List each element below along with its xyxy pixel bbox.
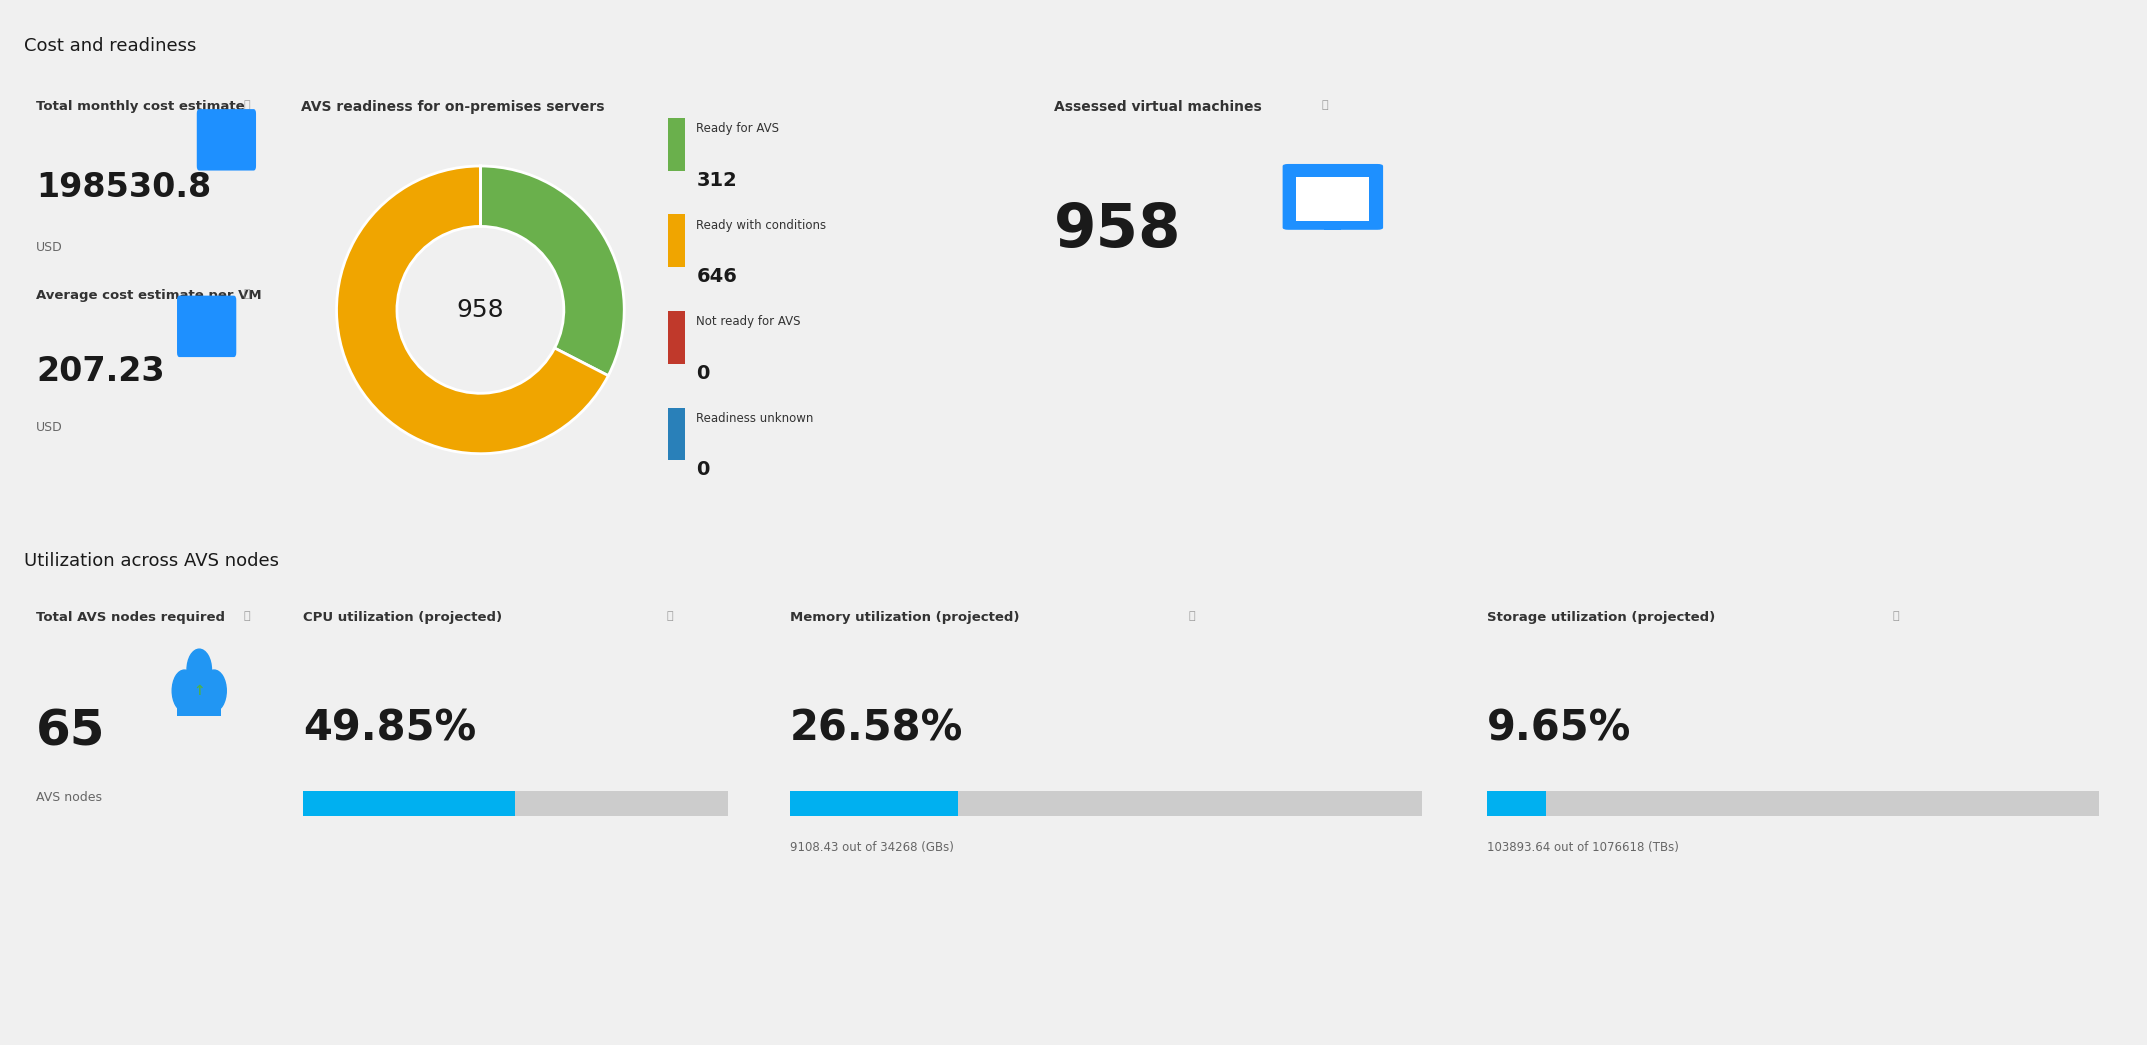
Text: USD: USD <box>36 240 62 254</box>
Text: Total monthly cost estimate: Total monthly cost estimate <box>36 100 245 113</box>
Wedge shape <box>337 166 608 454</box>
Text: 646: 646 <box>696 268 736 286</box>
Text: Storage utilization (projected): Storage utilization (projected) <box>1486 611 1715 624</box>
Circle shape <box>202 670 225 712</box>
FancyBboxPatch shape <box>198 109 255 170</box>
FancyBboxPatch shape <box>1282 164 1383 230</box>
Text: 103893.64 out of 1076618 (TBs): 103893.64 out of 1076618 (TBs) <box>1486 841 1679 854</box>
Bar <box>668 311 685 364</box>
Text: AVS readiness for on-premises servers: AVS readiness for on-premises servers <box>301 100 603 114</box>
Text: Ready for AVS: Ready for AVS <box>696 122 779 135</box>
Text: 0: 0 <box>696 460 711 480</box>
Text: 958: 958 <box>1054 202 1181 260</box>
Text: ⓘ: ⓘ <box>245 611 251 622</box>
Bar <box>303 791 728 816</box>
Bar <box>303 791 515 816</box>
Text: ⓘ: ⓘ <box>245 100 251 111</box>
Bar <box>668 214 685 268</box>
Text: 207.23: 207.23 <box>36 355 165 388</box>
Text: Cost and readiness: Cost and readiness <box>24 37 195 54</box>
Text: CPU utilization (projected): CPU utilization (projected) <box>303 611 502 624</box>
Bar <box>790 791 958 816</box>
Text: ⓘ: ⓘ <box>1894 611 1900 622</box>
Text: ⓘ: ⓘ <box>666 611 672 622</box>
Text: Assessed virtual machines: Assessed virtual machines <box>1054 100 1262 114</box>
Text: ⓘ: ⓘ <box>245 289 251 299</box>
Text: USD: USD <box>36 421 62 434</box>
Text: Memory utilization (projected): Memory utilization (projected) <box>790 611 1020 624</box>
Bar <box>1486 791 2100 816</box>
Text: 9108.43 out of 34268 (GBs): 9108.43 out of 34268 (GBs) <box>790 841 953 854</box>
Text: Not ready for AVS: Not ready for AVS <box>696 316 801 328</box>
Circle shape <box>187 649 210 691</box>
Text: AVS nodes: AVS nodes <box>36 791 103 804</box>
Text: $: $ <box>221 131 230 144</box>
Bar <box>176 687 221 716</box>
Text: 65: 65 <box>36 707 105 756</box>
FancyBboxPatch shape <box>176 296 236 357</box>
Text: Utilization across AVS nodes: Utilization across AVS nodes <box>24 552 279 570</box>
Text: $: $ <box>202 318 210 330</box>
Text: ⓘ: ⓘ <box>1187 611 1194 622</box>
Text: Average cost estimate per VM: Average cost estimate per VM <box>36 289 262 302</box>
Text: ↑: ↑ <box>193 683 206 698</box>
Text: 9.65%: 9.65% <box>1486 707 1632 749</box>
Text: 0: 0 <box>696 364 711 382</box>
Text: 958: 958 <box>457 298 505 322</box>
Text: 312: 312 <box>696 170 736 189</box>
Text: 49.85%: 49.85% <box>303 707 477 749</box>
Text: ⓘ: ⓘ <box>1323 100 1329 111</box>
Circle shape <box>172 670 198 712</box>
Bar <box>1297 178 1368 222</box>
Text: Readiness unknown: Readiness unknown <box>696 412 814 425</box>
Wedge shape <box>481 166 625 376</box>
Bar <box>790 791 1421 816</box>
Bar <box>668 118 685 170</box>
Bar <box>1486 791 1546 816</box>
Bar <box>668 408 685 460</box>
Text: Total AVS nodes required: Total AVS nodes required <box>36 611 225 624</box>
Bar <box>1325 222 1340 230</box>
Text: Ready with conditions: Ready with conditions <box>696 218 827 232</box>
Text: 198530.8: 198530.8 <box>36 170 213 204</box>
Text: 26.58%: 26.58% <box>790 707 964 749</box>
